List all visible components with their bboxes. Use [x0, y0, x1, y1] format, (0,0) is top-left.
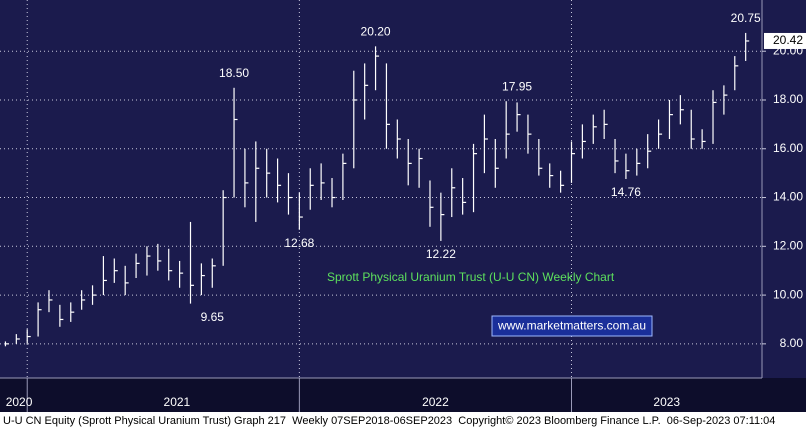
annotation: 18.50 [219, 66, 249, 80]
footer: U-U CN Equity (Sprott Physical Uranium T… [3, 415, 775, 427]
annotation: 12.68 [284, 236, 314, 250]
y-tick-label: 8.00 [780, 336, 804, 350]
x-tick-label: 2020 [6, 395, 33, 409]
annotation: 17.95 [502, 79, 532, 93]
x-tick-label: 2023 [653, 395, 680, 409]
annotation: 14.76 [611, 185, 641, 199]
annotation: 9.65 [201, 310, 225, 324]
chart-title: Sprott Physical Uranium Trust (U-U CN) W… [327, 270, 615, 284]
footer-band [0, 412, 806, 429]
y-tick-label: 14.00 [773, 190, 803, 204]
last-value-label: 20.42 [773, 33, 803, 47]
y-tick-label: 12.00 [773, 238, 803, 252]
last-value-box [764, 32, 806, 49]
source-link[interactable]: www.marketmatters.com.au [497, 319, 646, 333]
annotation: 20.75 [731, 11, 761, 25]
annotation: 20.20 [361, 25, 391, 39]
x-tick-label: 2021 [164, 395, 191, 409]
y-tick-label: 18.00 [773, 92, 803, 106]
source-link-box [491, 315, 653, 337]
x-tick-label: 2022 [422, 395, 449, 409]
annotation: 12.22 [426, 247, 456, 261]
plot-background [0, 0, 806, 412]
y-tick-label: 10.00 [773, 287, 803, 301]
y-tick-label: 16.00 [773, 141, 803, 155]
x-axis-band [0, 378, 806, 412]
